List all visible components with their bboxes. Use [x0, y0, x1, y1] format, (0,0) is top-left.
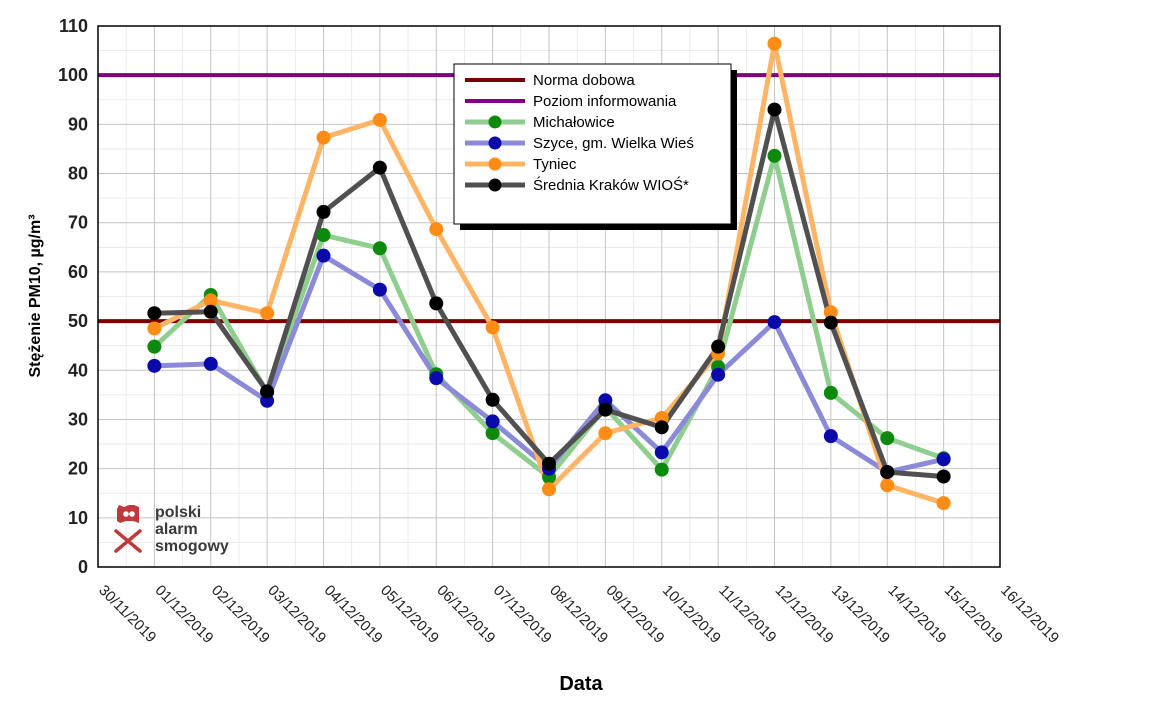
data-point: [485, 426, 500, 441]
legend-label: Poziom informowania: [533, 93, 677, 110]
data-point: [711, 339, 726, 354]
y-tick-label: 0: [78, 557, 88, 577]
data-point: [823, 315, 838, 330]
data-point: [372, 241, 387, 256]
data-point: [654, 445, 669, 460]
y-tick-label: 60: [68, 262, 88, 282]
y-tick-label: 10: [68, 508, 88, 528]
logo-text-line3: smogowy: [155, 538, 229, 555]
series-lines: [147, 36, 951, 511]
legend-marker: [488, 136, 502, 150]
legend-label: Michałowice: [533, 114, 615, 131]
data-point: [767, 148, 782, 163]
y-axis-ticks: 0 10 20 30 40 50 60 70 80 90 100 110: [58, 16, 88, 577]
data-point: [823, 429, 838, 444]
x-axis-title: Data: [559, 673, 603, 695]
data-point: [429, 371, 444, 386]
y-tick-label: 30: [68, 409, 88, 429]
data-point: [147, 358, 162, 373]
data-point: [598, 402, 613, 417]
logo-text-line2: alarm: [155, 521, 198, 538]
data-point: [203, 356, 218, 371]
y-tick-label: 20: [68, 459, 88, 479]
data-point: [203, 304, 218, 319]
data-point: [260, 306, 275, 321]
data-point: [823, 385, 838, 400]
y-tick-label: 80: [68, 164, 88, 184]
polski-alarm-smogowy-logo: polski alarm smogowy: [114, 504, 229, 555]
data-point: [767, 36, 782, 51]
y-axis-title: Stężenie PM10, µg/m³: [27, 214, 44, 377]
data-point: [316, 204, 331, 219]
data-point: [372, 282, 387, 297]
y-tick-label: 100: [58, 65, 88, 85]
y-tick-label: 90: [68, 114, 88, 134]
legend-label: Norma dobowa: [533, 72, 635, 89]
data-point: [147, 306, 162, 321]
y-tick-label: 110: [59, 16, 88, 36]
legend-label: Średnia Kraków WIOŚ*: [533, 176, 689, 194]
data-point: [542, 456, 556, 471]
data-point: [203, 293, 218, 308]
data-point: [147, 321, 162, 336]
data-point: [316, 228, 331, 243]
logo-icon: [114, 505, 142, 553]
data-point: [372, 160, 387, 175]
y-tick-label: 50: [68, 311, 88, 331]
legend-marker: [488, 178, 502, 192]
data-point: [767, 315, 782, 330]
data-point: [654, 462, 669, 477]
legend-marker: [488, 115, 502, 129]
legend-label: Szyce, gm. Wielka Wieś: [533, 135, 694, 152]
logo-text-line1: polski: [155, 504, 201, 521]
data-point: [485, 414, 500, 429]
data-point: [372, 112, 387, 127]
data-point: [147, 339, 162, 354]
legend-marker: [488, 157, 502, 171]
data-point: [429, 296, 444, 311]
data-point: [316, 130, 331, 145]
data-point: [260, 384, 275, 399]
data-point: [485, 392, 500, 407]
data-point: [485, 320, 500, 335]
data-point: [880, 431, 895, 446]
data-point: [654, 420, 669, 435]
y-tick-label: 40: [68, 360, 88, 380]
data-point: [936, 496, 951, 511]
data-point: [823, 305, 838, 320]
legend-label: Tyniec: [533, 156, 577, 173]
legend-items: Norma dobowa Poziom informowania Michałowi…: [465, 72, 694, 194]
data-point: [542, 482, 556, 497]
plot-frame: [97, 25, 1001, 568]
data-point: [598, 426, 613, 441]
data-point: [936, 452, 951, 467]
data-point: [429, 222, 444, 237]
legend: Norma dobowa Poziom informowania Michałowi…: [453, 63, 737, 230]
data-point: [767, 102, 782, 117]
y-tick-label: 70: [68, 213, 88, 233]
data-point: [711, 367, 726, 382]
data-point: [880, 478, 895, 493]
data-point: [936, 469, 951, 484]
data-point: [880, 465, 895, 480]
data-point: [316, 248, 331, 263]
